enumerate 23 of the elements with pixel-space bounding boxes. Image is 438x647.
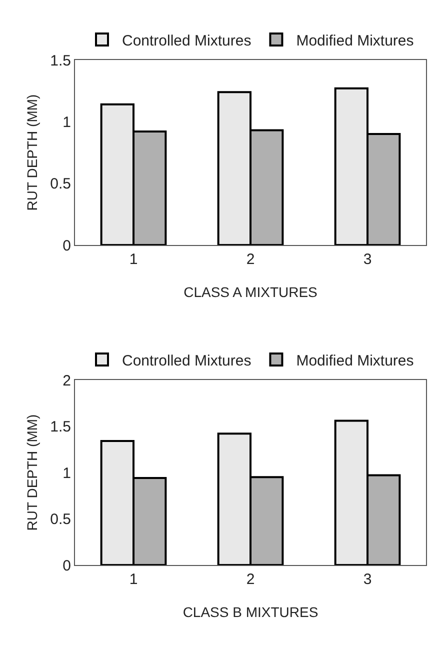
y-tick-label: 0.5 [50, 176, 71, 193]
y-tick-label: 0 [62, 237, 71, 254]
x-tick-label: 3 [363, 571, 372, 588]
y-tick-label: 1 [62, 464, 71, 482]
y-tick-label: 0 [62, 557, 71, 574]
legend-label: Controlled Mixtures [122, 352, 252, 370]
y-tick-label: 0.5 [50, 511, 71, 528]
x-axis-title: CLASS B MIXTURES [182, 604, 318, 620]
y-tick-label: 1.5 [50, 418, 71, 436]
x-tick-label: 2 [246, 571, 255, 588]
y-tick-label: 1 [62, 114, 71, 131]
y-tick-label: 1.5 [50, 52, 71, 70]
x-axis-title: CLASS A MIXTURES [184, 284, 318, 300]
x-tick-label: 2 [246, 251, 255, 268]
y-axis-title: RUT DEPTH (MM) [24, 94, 40, 211]
x-tick-label: 1 [129, 571, 138, 588]
y-axis-title: RUT DEPTH (MM) [24, 414, 40, 531]
legend-label: Modified Mixtures [296, 32, 414, 50]
x-tick-label: 3 [363, 251, 372, 268]
x-tick-label: 1 [129, 251, 138, 268]
legend-label: Controlled Mixtures [122, 32, 252, 50]
y-tick-label: 2 [62, 372, 71, 390]
legend-label: Modified Mixtures [296, 352, 414, 370]
